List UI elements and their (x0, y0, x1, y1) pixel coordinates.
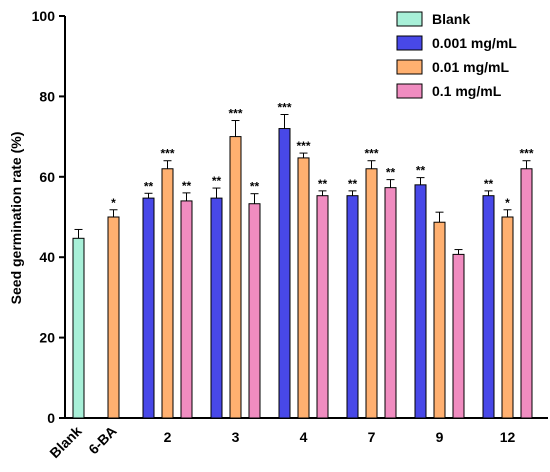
y-tick-label: 20 (39, 330, 55, 346)
y-tick-label: 100 (32, 8, 56, 24)
legend-swatch (396, 11, 423, 27)
legend-swatch (396, 83, 423, 99)
x-tick-label: 3 (232, 429, 240, 445)
legend-label: Blank (432, 11, 470, 27)
significance-label: ** (212, 174, 222, 188)
significance-label: *** (364, 147, 378, 161)
bar (365, 168, 378, 419)
x-tick-label: 7 (368, 429, 376, 445)
bar (72, 237, 85, 419)
bar (248, 203, 261, 419)
bar (346, 195, 359, 419)
bar (452, 253, 465, 419)
x-tick-label: 4 (300, 429, 308, 445)
bar (297, 157, 310, 419)
significance-label: * (505, 196, 510, 210)
bar (142, 197, 155, 419)
y-tick-label: 40 (39, 249, 55, 265)
x-tick-label: Blank (46, 423, 84, 461)
legend: Blank 0.001 mg/mL 0.01 mg/mL 0.1 mg/mL (396, 11, 517, 99)
legend-label: 0.01 mg/mL (432, 59, 509, 75)
bar (180, 200, 193, 419)
legend-swatch (396, 35, 423, 51)
legend-label: 0.001 mg/mL (432, 35, 517, 51)
significance-label: ** (250, 180, 260, 194)
significance-label: *** (277, 100, 291, 114)
significance-label: *** (228, 107, 242, 121)
significance-label: ** (144, 179, 154, 193)
significance-label: *** (519, 147, 533, 161)
significance-label: * (111, 196, 116, 210)
bar (501, 216, 514, 419)
bar (414, 184, 427, 419)
bar (316, 195, 329, 419)
x-tick-label: 2 (164, 429, 172, 445)
x-tick-label: 12 (500, 429, 516, 445)
bar (229, 136, 242, 419)
x-tick-label: 9 (436, 429, 444, 445)
bar (520, 168, 533, 419)
legend-label: 0.1 mg/mL (432, 83, 502, 99)
bar (107, 216, 120, 419)
significance-label: ** (318, 177, 328, 191)
bar (210, 197, 223, 419)
significance-label: ** (484, 177, 494, 191)
legend-swatch (396, 59, 423, 75)
bar (161, 168, 174, 419)
bar (278, 128, 291, 419)
significance-label: ** (182, 179, 192, 193)
y-tick-label: 0 (47, 410, 55, 426)
bar (384, 187, 397, 419)
significance-label: ** (386, 166, 396, 180)
significance-label: ** (348, 177, 358, 191)
y-axis-label: Seed germination rate (%) (8, 132, 24, 305)
bar (482, 195, 495, 419)
bar (433, 221, 446, 419)
significance-label: *** (296, 139, 310, 153)
y-tick-label: 80 (39, 88, 55, 104)
bars (72, 113, 533, 419)
x-tick-label: 6-BA (85, 423, 119, 457)
significance-label: *** (160, 147, 174, 161)
y-tick-label: 60 (39, 169, 55, 185)
significance-label: ** (416, 164, 426, 178)
